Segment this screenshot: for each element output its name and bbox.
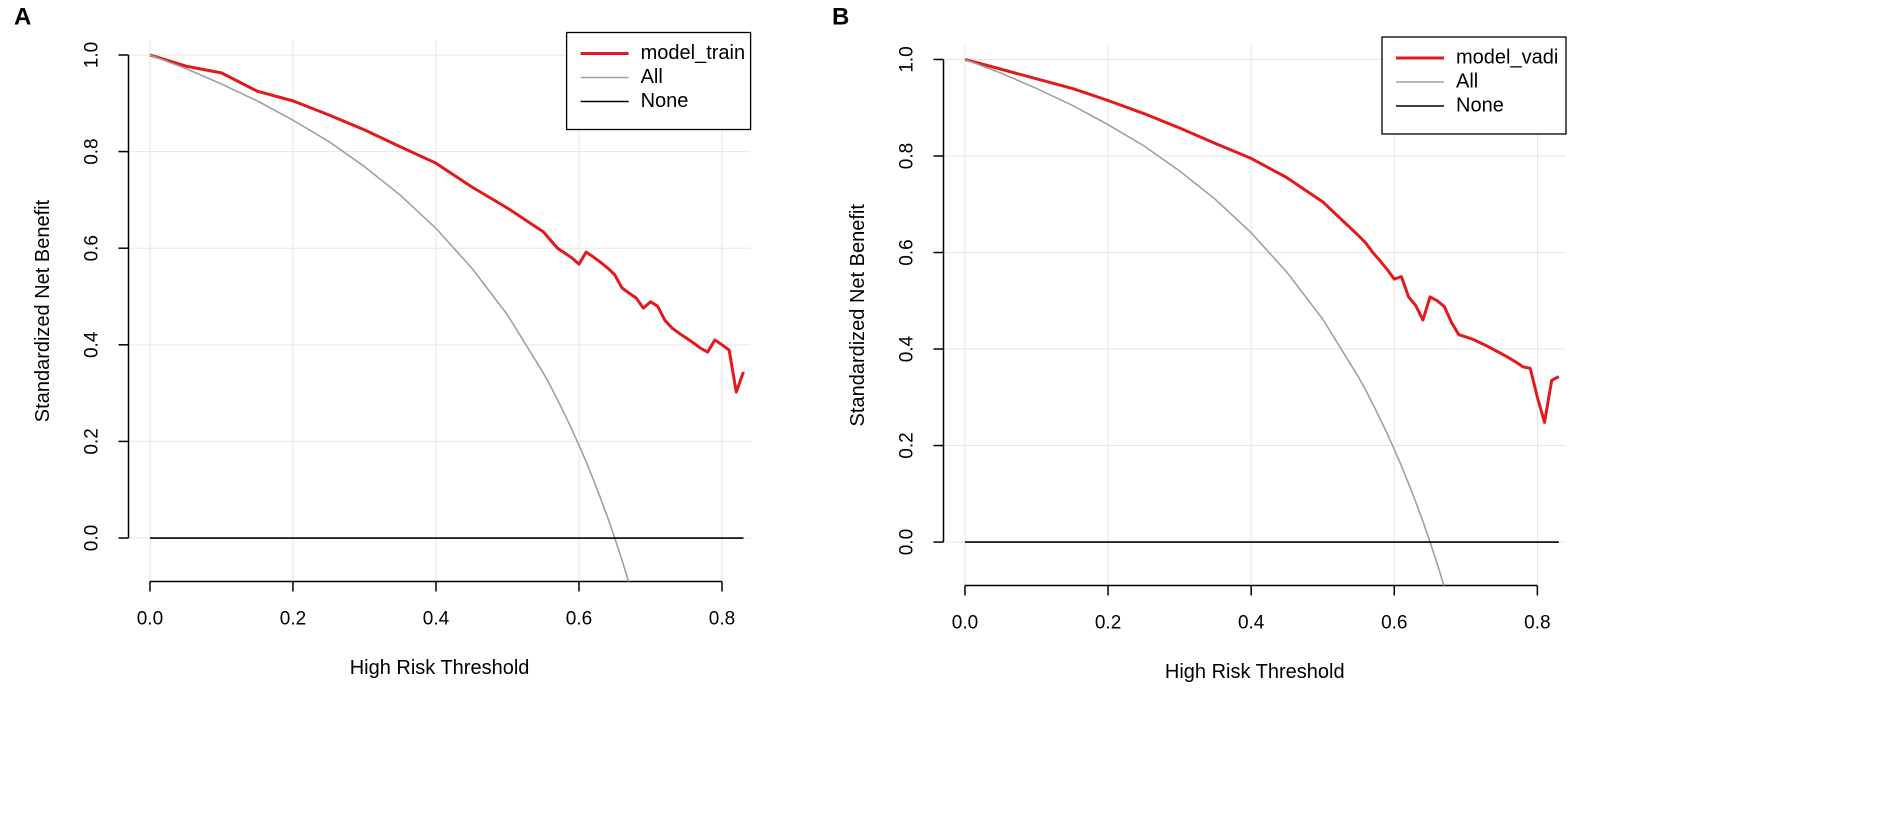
series-line: [964, 58, 1445, 586]
y-tick-label: 0.6: [82, 235, 103, 261]
series-line: [149, 53, 745, 394]
legend-label: All: [641, 66, 663, 88]
chart-panel: A 0.0 0.2 0.4 0.6 0.8 1.0 0.0 0.2 0.4 0.6 0.8 High R…: [14, 3, 752, 679]
chart-panel: B 0.0 0.2 0.4 0.6 0.8 1.0 0.0 0.2 0.4 0.6 0.8 High R…: [832, 3, 1567, 683]
x-tick-label: 0.0: [952, 613, 978, 634]
x-tick-label: 0.4: [1238, 613, 1265, 634]
legend-label: model_train: [641, 42, 746, 64]
panel-label: B: [832, 3, 849, 30]
x-tick-label: 0.4: [423, 609, 450, 630]
x-tick-label: 0.8: [1524, 613, 1550, 634]
panel-label: A: [14, 3, 31, 30]
x-tick-label: 0.6: [1381, 613, 1407, 634]
y-tick-label: 0.2: [897, 432, 918, 458]
x-tick-label: 0.8: [709, 609, 735, 630]
y-tick-label: 0.4: [897, 335, 918, 362]
x-axis-label: High Risk Threshold: [350, 657, 530, 679]
y-tick-label: 0.6: [897, 239, 918, 265]
legend-box: [565, 31, 752, 131]
legend-label: model_vadi: [1456, 46, 1558, 68]
y-tick-label: 0.8: [82, 138, 103, 164]
legend-label: All: [1456, 70, 1478, 92]
x-tick-label: 0.2: [1095, 613, 1121, 634]
y-axis-label: Standardized Net Benefit: [32, 199, 54, 422]
x-tick-label: 0.2: [280, 609, 306, 630]
x-axis-label: High Risk Threshold: [1165, 661, 1345, 683]
x-tick-label: 0.0: [137, 609, 163, 630]
legend-label: None: [1456, 94, 1504, 116]
legend-box: [1381, 36, 1567, 135]
legend-label: None: [641, 90, 689, 112]
y-tick-label: 1.0: [82, 42, 103, 68]
y-tick-label: 1.0: [897, 46, 918, 72]
y-tick-label: 0.2: [82, 428, 103, 454]
series-line: [149, 54, 630, 582]
y-tick-label: 0.0: [897, 529, 918, 555]
x-tick-label: 0.6: [566, 609, 592, 630]
y-tick-label: 0.8: [897, 143, 918, 169]
y-axis-label: Standardized Net Benefit: [847, 204, 869, 427]
y-tick-label: 0.0: [82, 525, 103, 551]
series-line: [964, 58, 1560, 424]
y-tick-label: 0.4: [82, 331, 103, 358]
